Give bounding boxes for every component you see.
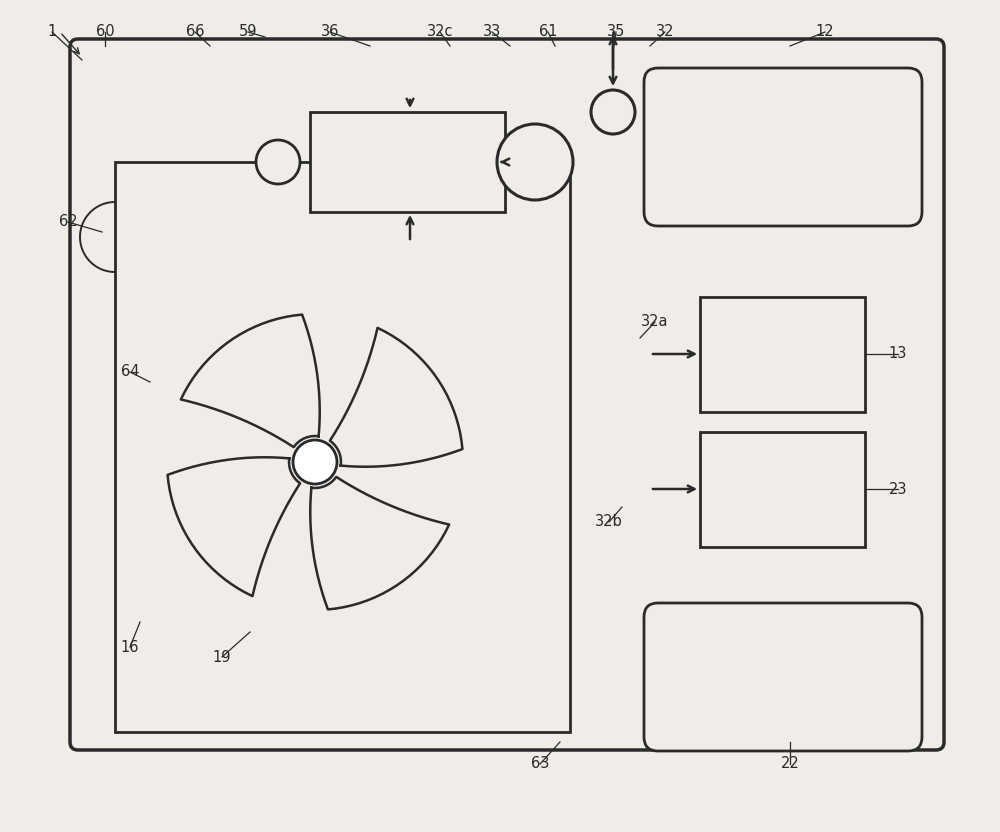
Polygon shape <box>181 314 320 447</box>
Text: 13: 13 <box>889 346 907 361</box>
Circle shape <box>256 140 300 184</box>
Circle shape <box>293 440 337 484</box>
Bar <box>700 432 865 547</box>
Polygon shape <box>330 328 462 467</box>
Bar <box>310 112 505 212</box>
FancyBboxPatch shape <box>70 39 944 750</box>
Text: 32c: 32c <box>427 24 453 39</box>
Text: 66: 66 <box>186 24 204 39</box>
Text: 61: 61 <box>539 24 557 39</box>
Bar <box>700 297 865 412</box>
FancyBboxPatch shape <box>644 603 922 751</box>
Text: 19: 19 <box>213 650 231 665</box>
Text: 32: 32 <box>656 24 674 39</box>
Text: 32b: 32b <box>595 514 623 529</box>
Text: 35: 35 <box>607 24 625 39</box>
Text: 62: 62 <box>59 215 77 230</box>
Text: 60: 60 <box>96 24 114 39</box>
Text: 36: 36 <box>321 24 339 39</box>
Text: 33: 33 <box>483 24 501 39</box>
Text: 63: 63 <box>531 756 549 771</box>
Circle shape <box>591 90 635 134</box>
Text: 64: 64 <box>121 364 139 379</box>
Text: 1: 1 <box>47 24 57 39</box>
Text: 16: 16 <box>121 640 139 655</box>
FancyBboxPatch shape <box>644 68 922 226</box>
Text: 22: 22 <box>781 756 799 771</box>
Bar <box>115 162 570 732</box>
Text: 12: 12 <box>816 24 834 39</box>
Text: 23: 23 <box>889 482 907 497</box>
Polygon shape <box>168 458 300 597</box>
Polygon shape <box>310 477 449 609</box>
Circle shape <box>497 124 573 200</box>
Text: 32a: 32a <box>641 314 669 329</box>
Text: 59: 59 <box>239 24 257 39</box>
